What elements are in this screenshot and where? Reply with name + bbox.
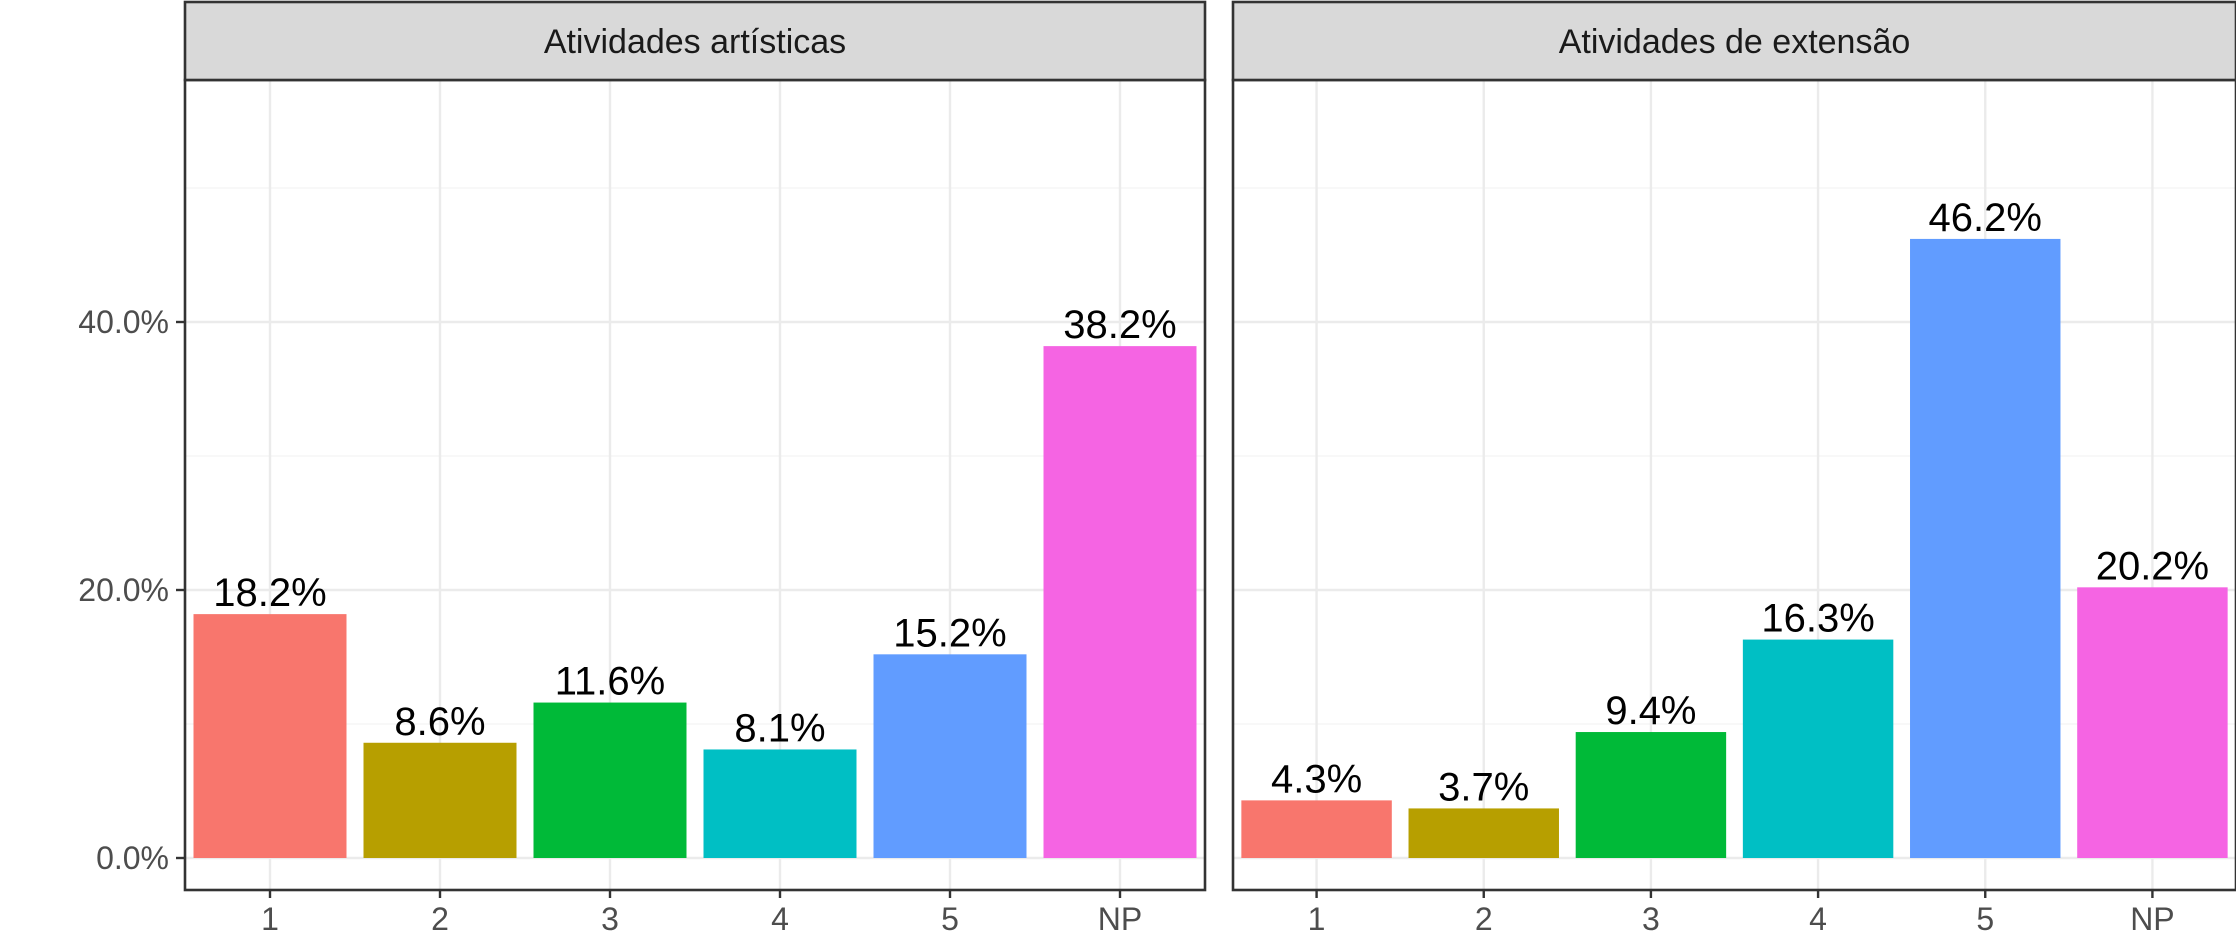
y-tick-label: 20.0% bbox=[78, 572, 169, 608]
x-tick-label: 1 bbox=[1308, 901, 1326, 932]
value-label: 38.2% bbox=[1063, 303, 1176, 347]
value-label: 8.1% bbox=[734, 706, 825, 750]
x-tick-label: 3 bbox=[601, 901, 619, 932]
value-label: 3.7% bbox=[1438, 765, 1529, 809]
bar-1 bbox=[1241, 800, 1392, 858]
x-tick-label: NP bbox=[2130, 901, 2174, 932]
bar-4 bbox=[1742, 639, 1894, 858]
bar-2 bbox=[1408, 808, 1559, 858]
bar-2 bbox=[363, 742, 517, 858]
bar-3 bbox=[533, 702, 687, 858]
x-tick-label: 4 bbox=[1809, 901, 1827, 932]
value-label: 46.2% bbox=[1929, 196, 2042, 240]
bar-np bbox=[1043, 346, 1197, 858]
bar-1 bbox=[193, 614, 347, 858]
value-label: 16.3% bbox=[1761, 597, 1874, 641]
x-tick-label: 3 bbox=[1642, 901, 1660, 932]
bar-3 bbox=[1575, 732, 1727, 858]
x-tick-label: 5 bbox=[1976, 901, 1994, 932]
x-tick-label: 4 bbox=[771, 901, 789, 932]
value-label: 4.3% bbox=[1271, 757, 1362, 801]
y-tick-label: 0.0% bbox=[96, 840, 169, 876]
value-label: 20.2% bbox=[2096, 544, 2209, 588]
facet-strip-1 bbox=[183, 0, 1207, 82]
facet-title: Atividades artísticas bbox=[544, 23, 846, 61]
value-label: 8.6% bbox=[394, 700, 485, 744]
panel-background-1 bbox=[185, 80, 1205, 890]
bar-np bbox=[2077, 587, 2228, 858]
x-tick-label: NP bbox=[1098, 901, 1142, 932]
panel-background-2 bbox=[1233, 80, 2236, 890]
x-tick-label: 2 bbox=[431, 901, 449, 932]
bar-5 bbox=[873, 654, 1027, 858]
bar-4 bbox=[703, 749, 857, 858]
value-label: 15.2% bbox=[893, 611, 1006, 655]
facet-title: Atividades de extensão bbox=[1559, 23, 1911, 61]
x-tick-label: 5 bbox=[941, 901, 959, 932]
value-label: 9.4% bbox=[1605, 689, 1696, 733]
x-tick-label: 1 bbox=[261, 901, 279, 932]
value-label: 11.6% bbox=[555, 660, 665, 704]
bar-5 bbox=[1910, 238, 2061, 859]
value-label: 18.2% bbox=[213, 571, 326, 615]
y-tick-label: 40.0% bbox=[78, 304, 169, 340]
facet-strip-2 bbox=[1231, 0, 2236, 82]
x-tick-label: 2 bbox=[1475, 901, 1493, 932]
